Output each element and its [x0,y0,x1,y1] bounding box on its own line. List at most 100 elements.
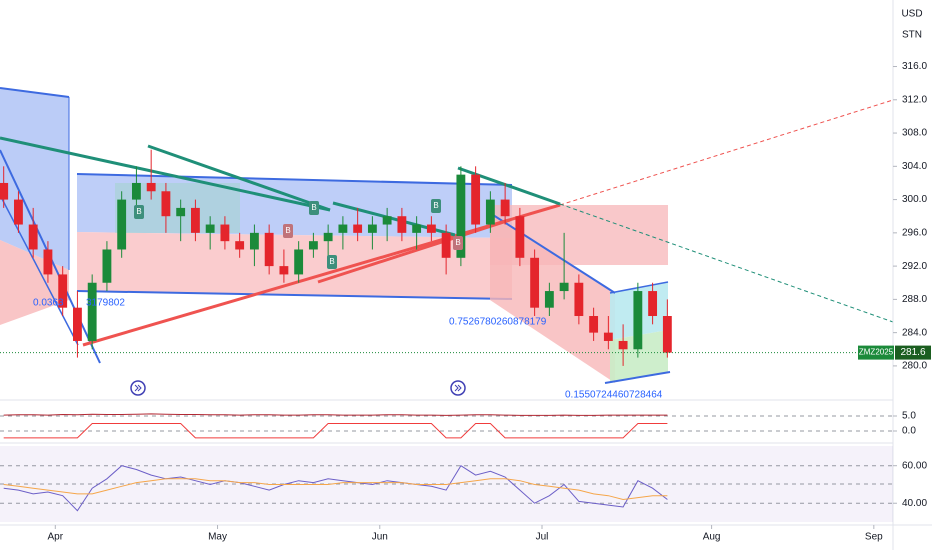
flag [283,224,293,238]
symbol-badge [858,345,894,360]
replay-icon[interactable] [130,380,146,396]
indicator-line [3,478,668,501]
candle-body [338,224,348,233]
y-tick-label: 300.0 [902,194,927,205]
indicator-line [3,413,668,416]
trend-line [147,144,331,212]
flag [327,255,337,269]
candle-body [43,249,53,275]
annotation: 3179802 [86,298,125,309]
x-tick-label: Jun [372,532,388,543]
trend-line [317,218,511,284]
candle-body [648,291,658,317]
channel-edge [0,87,70,98]
flag-label: B [285,226,290,235]
y-tick-label: 280.0 [902,361,927,372]
unit[interactable]: STN [902,30,922,41]
candle-body [308,241,318,250]
indicator-line [3,423,668,439]
candle-body [58,274,68,308]
candles [0,149,672,366]
channel-edge [604,371,671,384]
candle-body [264,232,274,267]
y-tick-label: 308.0 [902,128,927,139]
y-tick-label: 5.0 [902,411,916,422]
flag [134,205,144,219]
candle-body [235,241,245,250]
candle-body [0,182,9,200]
annotation: 0.0363 [33,298,64,309]
candle-body [220,224,230,242]
y-tick-label: 304.0 [902,161,927,172]
candle-body [190,207,200,233]
channel-edge [609,281,669,294]
candle-body [574,282,584,317]
candle-body [618,340,628,350]
candle-body [117,199,127,250]
candle-body [367,224,377,233]
channel-edge [489,212,616,294]
candle-body [603,332,613,341]
candle-body [426,224,436,233]
y-tick-label: 0.0 [902,426,916,437]
candle-body [102,249,112,283]
y-tick-label: 288.0 [902,294,927,305]
candle-body [382,216,392,225]
candle-body [589,316,599,333]
candle-body [205,224,215,233]
channel-edge [76,290,513,300]
flag-label: B [329,257,334,266]
candle-body [28,224,38,250]
replay-icon[interactable] [450,380,466,396]
candle-body [146,182,156,192]
candle-body [14,199,23,225]
candle-body [353,224,363,233]
channel-fill [0,240,69,325]
x-tick-label: Aug [703,532,721,543]
candle-body [500,199,510,217]
currency[interactable]: USD [901,9,922,20]
price-badge [895,345,931,360]
candle-body [176,207,186,217]
flag-label: B [136,207,141,216]
candle-body [662,316,672,353]
x-tick-label: Apr [48,532,64,543]
candle-body [87,282,97,341]
last-price-label: 281.6 [900,347,925,358]
x-tick-label: May [208,532,227,543]
annotation: 0.1550724460728464 [565,390,663,401]
y-tick-label: 284.0 [902,327,927,338]
candle-body [279,266,289,275]
trend-line [0,136,331,212]
candle-body [294,249,304,275]
channel-edge [0,194,79,346]
flag-label: B [311,203,316,212]
channel-edge [76,173,513,186]
candle-body [131,182,141,200]
candle-body [397,216,407,233]
trend-line [457,166,561,206]
y-tick-label: 316.0 [902,61,927,72]
y-tick-label: 296.0 [902,227,927,238]
candle-body [73,307,82,341]
trend-line-extension [559,99,894,206]
y-tick-label: 292.0 [902,261,927,272]
candle-body [441,232,451,258]
flag [309,201,319,215]
y-tick-label: 40.00 [902,498,927,509]
candle-body [544,291,554,308]
x-tick-label: Sep [865,532,883,543]
candle-body [530,257,540,308]
candle-body [249,232,259,250]
flag [431,199,441,213]
candle-body [456,174,466,258]
y-tick-label: 312.0 [902,94,927,105]
flag-label: B [455,238,460,247]
price-axis [893,0,932,550]
candle-body [515,216,525,258]
flag-label: B [433,201,438,210]
candle-body [559,282,569,292]
candle-body [161,191,171,217]
x-tick-label: Jul [536,532,549,543]
candle-body [412,224,422,233]
